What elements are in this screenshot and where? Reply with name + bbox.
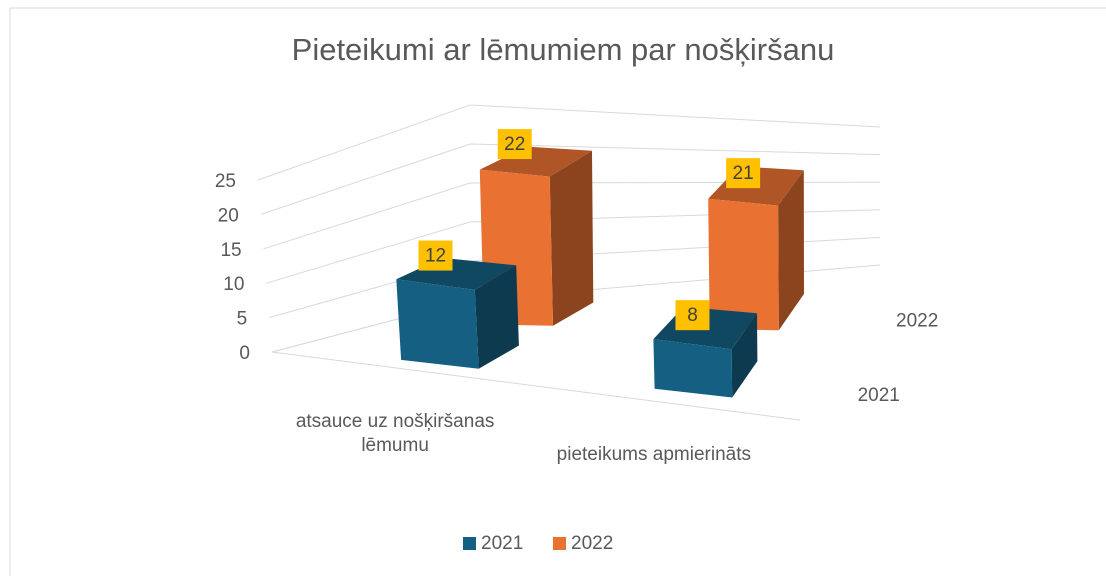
data-label-box [675, 300, 710, 331]
grid-line [257, 104, 881, 181]
data-label-box [418, 240, 453, 271]
x-tick-label: pieteikums apmierināts [556, 444, 751, 466]
y-tick-label: 10 [223, 274, 244, 295]
legend-label: 2022 [571, 533, 613, 554]
grid-line [260, 143, 881, 215]
data-label: 22 [504, 134, 525, 155]
data-label: 8 [687, 305, 698, 326]
bar-top [479, 146, 592, 177]
chart-title: Pieteikumi ar lēmumiem par nošķiršanu [292, 32, 835, 67]
bar-side [778, 170, 804, 331]
bar-front [653, 339, 733, 398]
y-tick-label: 5 [237, 309, 248, 330]
bar-front [708, 198, 779, 331]
legend-swatch [553, 537, 566, 550]
y-tick-label: 25 [215, 171, 236, 192]
y-tick-label: 15 [220, 240, 241, 261]
data-label: 12 [425, 246, 446, 267]
y-tick-label: 0 [239, 343, 250, 364]
data-label-box [497, 129, 532, 160]
bar-side [549, 150, 594, 326]
legend-swatch [463, 537, 476, 550]
bar-side [731, 313, 758, 398]
y-tick-label: 20 [218, 205, 239, 226]
legend-label: 2021 [481, 533, 523, 554]
bar-side [474, 265, 519, 369]
depth-label: 2022 [896, 311, 938, 332]
bar-front [396, 279, 479, 369]
data-label: 21 [733, 163, 754, 184]
data-label-box [726, 158, 761, 189]
x-tick-label: atsauce uz nošķiršanas lēmumu [295, 410, 495, 456]
depth-label: 2021 [858, 385, 900, 406]
